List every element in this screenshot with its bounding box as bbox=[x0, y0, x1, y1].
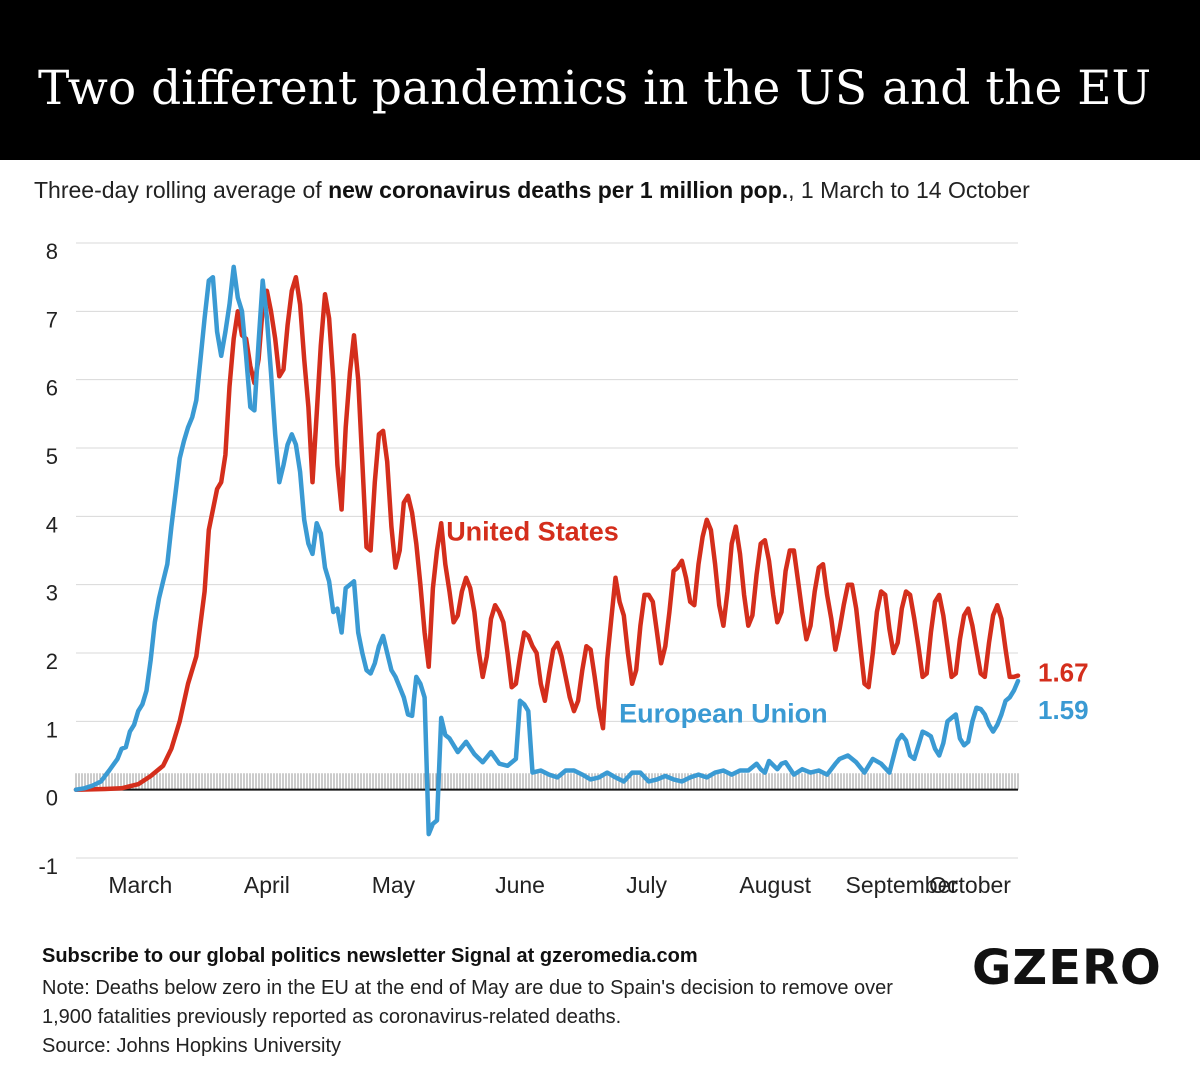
chart-subtitle: Three-day rolling average of new coronav… bbox=[34, 174, 1184, 206]
y-tick-label: 6 bbox=[46, 376, 58, 401]
x-tick-label: July bbox=[626, 872, 667, 898]
x-tick-label: September bbox=[846, 872, 959, 898]
x-tick-label: May bbox=[372, 872, 416, 898]
subtitle-bold: new coronavirus deaths per 1 million pop… bbox=[328, 177, 789, 203]
y-tick-label: 8 bbox=[46, 239, 58, 264]
series-end-value: 1.67 bbox=[1038, 658, 1089, 688]
x-tick-label: June bbox=[495, 872, 545, 898]
y-tick-label: 3 bbox=[46, 581, 58, 606]
subtitle-prefix: Three-day rolling average of bbox=[34, 177, 329, 203]
title-banner: Two different pandemics in the US and th… bbox=[0, 0, 1200, 160]
subtitle-suffix: , 1 March to 14 October bbox=[788, 177, 1030, 203]
x-tick-label: March bbox=[108, 872, 172, 898]
source-note: Source: Johns Hopkins University bbox=[42, 1035, 342, 1057]
y-tick-label: 5 bbox=[46, 444, 58, 469]
line-chart: -1 0 1 2 3 4 5 6 7 8 March April May June July August Se… bbox=[38, 239, 1089, 898]
subscribe-note: Subscribe to our global politics newslet… bbox=[42, 945, 698, 967]
y-tick-label: -1 bbox=[38, 854, 58, 879]
y-tick-label: 7 bbox=[46, 307, 58, 332]
page-title: Two different pandemics in the US and th… bbox=[38, 61, 1152, 116]
series-end-value: 1.59 bbox=[1038, 695, 1089, 725]
x-tick-label: April bbox=[244, 872, 290, 898]
y-tick-label: 1 bbox=[46, 717, 58, 742]
y-tick-label: 2 bbox=[46, 649, 58, 674]
x-tick-label: October bbox=[929, 872, 1011, 898]
zero-band-hatch bbox=[75, 773, 1019, 790]
footnote: Note: Deaths below zero in the EU at the… bbox=[42, 977, 893, 1028]
x-tick-label: August bbox=[739, 872, 811, 898]
series-annotation: United States bbox=[446, 516, 619, 546]
series-annotation: European Union bbox=[619, 699, 828, 729]
y-tick-label: 0 bbox=[46, 786, 58, 811]
gzero-logo: GZERO bbox=[972, 940, 1162, 996]
series-line bbox=[73, 264, 1021, 837]
y-tick-label: 4 bbox=[46, 512, 58, 537]
series-line bbox=[73, 274, 1021, 792]
